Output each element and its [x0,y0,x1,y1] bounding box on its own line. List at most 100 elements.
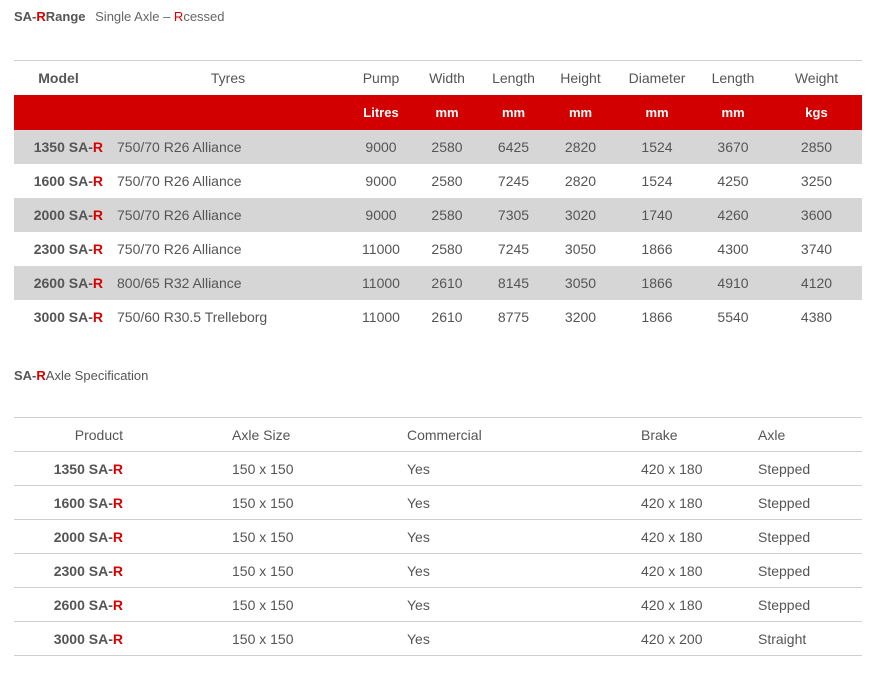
pump-cell: 9000 [365,173,397,189]
col-header-width: Width [409,60,485,95]
axle-cell: Stepped [758,485,862,520]
commercial-cell: Yes [407,485,641,520]
brake-cell: 420 x 180 [641,553,758,588]
weight-cell: 3740 [800,241,833,257]
length-cell: 7245 [497,241,530,257]
axle-size-cell: 150 x 150 [232,519,407,554]
col-header-length-2: Length [695,60,771,95]
axle-table: Product Axle Size Commercial Brake Axle … [14,417,862,656]
col-header-product: Product [14,417,123,452]
width-cell: 2580 [431,173,463,189]
unit-cell: mm [485,95,542,130]
height-cell: 2820 [542,130,619,164]
model-cell: 1350 SA-R [14,130,103,164]
unit-cell: mm [695,95,771,130]
width-cell: 2580 [409,198,485,232]
axle-cell: Straight [758,621,862,656]
height-cell: 3200 [564,309,597,325]
weight-cell: 4120 [771,266,862,300]
diameter-cell: 1524 [641,173,673,189]
product-cell: 1600 SA-R [14,485,123,520]
brake-cell: 420 x 180 [641,519,758,554]
commercial-cell: Yes [407,451,641,486]
model-cell: 2300 SA-R [33,241,103,257]
brake-cell: 420 x 180 [641,451,758,486]
width-cell: 2610 [409,266,485,300]
axle-size-cell: 150 x 150 [232,451,407,486]
brake-cell: 420 x 180 [641,587,758,622]
length-cell: 8775 [497,309,530,325]
product-cell: 2600 SA-R [14,587,123,622]
axle-cell: Stepped [758,587,862,622]
col-header-tyres: Tyres [103,60,353,95]
range-table-units-row: Litres mm mm mm mm mm kgs [14,95,862,130]
tyres-cell: 800/65 R32 Alliance [103,266,353,300]
length-cell: 7245 [497,173,530,189]
axle-size-cell: 150 x 150 [232,553,407,588]
height-cell: 2820 [564,173,597,189]
model-cell: 2600 SA-R [14,266,103,300]
tyres-cell: 750/70 R26 Alliance [103,198,353,232]
table-row: 2600 SA-R 150 x 150 Yes 420 x 180 Stepped [14,587,862,622]
col-header-pump: Pump [353,60,409,95]
height-cell: 3020 [542,198,619,232]
pump-cell: 9000 [353,198,409,232]
width-cell: 2610 [431,309,463,325]
table-row: 2000 SA-R 750/70 R26 Alliance 9000 2580 7305… [14,198,862,232]
axle-cell: Stepped [758,451,862,486]
unit-cell: mm [409,95,485,130]
commercial-cell: Yes [407,519,641,554]
tyres-cell: 750/60 R30.5 Trelleborg [117,309,268,325]
length2-cell: 3670 [695,130,771,164]
col-header-diameter: Diameter [619,60,695,95]
table-row: 2300 SA-R 150 x 150 Yes 420 x 180 Stepped [14,553,862,588]
weight-cell: 3250 [800,173,833,189]
range-title-subtitle: Single Axle – Rcessed [95,9,225,24]
table-row: 1350 SA-R 750/70 R26 Alliance 9000 2580 6425… [14,130,862,164]
axle-cell: Stepped [758,519,862,554]
diameter-cell: 1866 [619,266,695,300]
diameter-cell: 1866 [641,241,673,257]
weight-cell: 4380 [800,309,833,325]
diameter-cell: 1524 [619,130,695,164]
unit-cell: mm [619,95,695,130]
length2-cell: 4910 [695,266,771,300]
model-cell: 1600 SA-R [33,173,103,189]
col-header-model: Model [14,60,103,95]
weight-cell: 3600 [771,198,862,232]
length2-cell: 4250 [717,173,749,189]
length2-cell: 5540 [717,309,749,325]
tyres-cell: 750/70 R26 Alliance [103,130,353,164]
table-row: 1600 SA-R 150 x 150 Yes 420 x 180 Stepped [14,485,862,520]
pump-cell: 9000 [353,130,409,164]
product-cell: 2000 SA-R [14,519,123,554]
model-cell: 2000 SA-R [14,198,103,232]
length2-cell: 4260 [695,198,771,232]
length-cell: 7305 [485,198,542,232]
range-title-model: SA-RRange [14,9,86,24]
length2-cell: 4300 [717,241,749,257]
pump-cell: 11000 [362,241,400,257]
brake-cell: 420 x 180 [641,485,758,520]
table-row: 2000 SA-R 150 x 150 Yes 420 x 180 Stepped [14,519,862,554]
range-title: SA-RRange Single Axle – Rcessed [14,9,225,24]
table-row: 3000 SA-R 750/60 R30.5 Trelleborg 11000 261… [14,300,862,334]
axle-cell: Stepped [758,553,862,588]
weight-cell: 2850 [771,130,862,164]
diameter-cell: 1740 [619,198,695,232]
commercial-cell: Yes [407,587,641,622]
col-header-axle-size: Axle Size [232,417,407,452]
height-cell: 3050 [564,241,597,257]
width-cell: 2580 [409,130,485,164]
unit-cell: Litres [353,95,409,130]
table-row: 1350 SA-R 150 x 150 Yes 420 x 180 Stepped [14,451,862,486]
product-cell: 3000 SA-R [14,621,123,656]
model-cell: 3000 SA-R [33,309,103,325]
unit-cell: mm [542,95,619,130]
table-row: 3000 SA-R 150 x 150 Yes 420 x 200 Straight [14,621,862,656]
pump-cell: 11000 [353,266,409,300]
col-header-height: Height [542,60,619,95]
col-header-length: Length [485,60,542,95]
axle-table-header: Product Axle Size Commercial Brake Axle [14,417,862,452]
diameter-cell: 1866 [641,309,673,325]
